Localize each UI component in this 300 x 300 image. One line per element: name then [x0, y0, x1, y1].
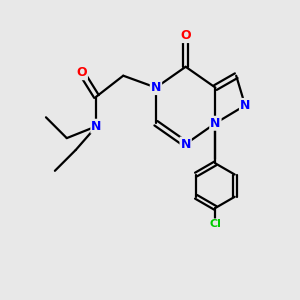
Text: Cl: Cl [209, 219, 221, 229]
Text: N: N [91, 120, 102, 133]
Text: N: N [210, 117, 220, 130]
Text: O: O [180, 29, 191, 42]
Text: N: N [181, 138, 191, 151]
Text: N: N [240, 99, 250, 112]
Text: N: N [151, 81, 161, 94]
Text: O: O [76, 66, 87, 79]
